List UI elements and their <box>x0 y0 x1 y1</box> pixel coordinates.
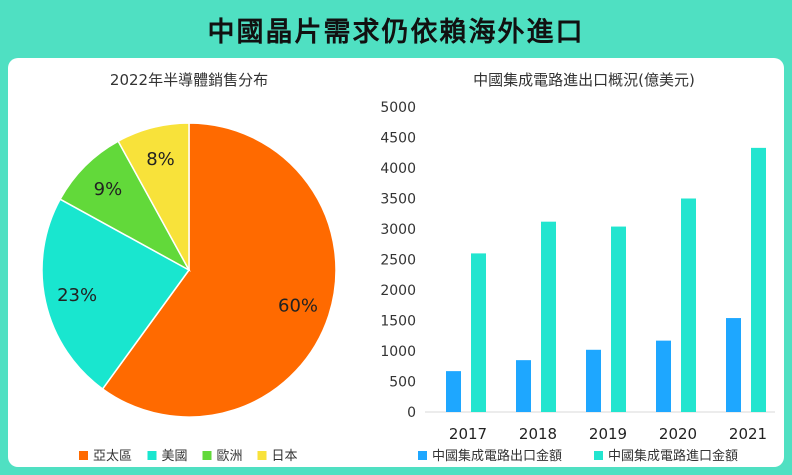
pie-slice-label: 8% <box>146 149 175 170</box>
pie-chart: 2022年半導體銷售分布 60% 23% 9% 8% 亞太區 美國 歐洲 日本 <box>41 71 337 464</box>
y-axis-ticks: 0 500 1000 1500 2000 2500 3000 3500 4000 4500 5000 <box>380 100 416 421</box>
y-tick-label: 500 <box>389 375 416 391</box>
bar-legend: 中國集成電路出口金額 中國集成電路進口金額 <box>418 448 738 464</box>
bar-legend-swatch <box>594 451 603 460</box>
y-tick-label: 2500 <box>380 253 416 269</box>
pie-legend-swatch <box>257 451 267 460</box>
x-tick-label: 2020 <box>659 425 697 443</box>
pie-legend-label: 歐洲 <box>217 449 243 464</box>
y-tick-label: 1500 <box>380 314 416 330</box>
y-tick-label: 1000 <box>380 344 416 360</box>
import-bar <box>681 198 696 412</box>
y-tick-label: 2000 <box>380 283 416 299</box>
pie-labels: 60% 23% 9% 8% <box>57 149 318 316</box>
pie-slice-3 <box>59 140 191 272</box>
export-bar <box>726 318 741 412</box>
import-bar <box>751 147 766 412</box>
page-title: 中國晶片需求仍依賴海外進口 <box>207 16 585 48</box>
x-axis-ticks: 2017 2018 2019 2020 2021 <box>449 425 767 443</box>
pie-legend-label: 日本 <box>272 449 298 464</box>
pie-legend-swatch <box>79 451 88 460</box>
y-tick-label: 3500 <box>380 192 416 208</box>
pie-slice-1 <box>101 122 337 418</box>
bars <box>446 147 766 412</box>
pie-slices <box>41 122 337 418</box>
pie-legend-label: 亞太區 <box>93 449 132 464</box>
pie-slice-label: 60% <box>278 295 318 316</box>
y-tick-label: 5000 <box>380 100 416 116</box>
pie-legend-swatch <box>202 451 212 460</box>
import-bar <box>471 253 486 412</box>
y-tick-label: 4500 <box>380 131 416 147</box>
y-tick-label: 0 <box>407 405 416 421</box>
bar-chart: 中國集成電路進出口概況(億美元) 0 500 1000 1500 2000 2500 300… <box>380 71 775 464</box>
import-bar <box>611 226 626 412</box>
bar-legend-label: 中國集成電路出口金額 <box>432 448 562 464</box>
y-tick-label: 3000 <box>380 222 416 238</box>
x-tick-label: 2017 <box>449 425 487 443</box>
bar-legend-label: 中國集成電路進口金額 <box>608 448 738 464</box>
export-bar <box>586 349 601 412</box>
export-bar <box>656 340 671 412</box>
bar-legend-swatch <box>418 451 427 460</box>
pie-slice-label: 23% <box>57 285 97 306</box>
pie-legend-swatch <box>147 451 157 460</box>
export-bar <box>516 360 531 412</box>
x-tick-label: 2019 <box>589 425 627 443</box>
pie-slice-label: 9% <box>94 179 123 200</box>
x-tick-label: 2018 <box>519 425 557 443</box>
bar-chart-title: 中國集成電路進出口概況(億美元) <box>473 71 695 89</box>
pie-legend-label: 美國 <box>162 449 188 464</box>
pie-legend: 亞太區 美國 歐洲 日本 <box>79 449 298 464</box>
x-tick-label: 2021 <box>729 425 767 443</box>
y-tick-label: 4000 <box>380 161 416 177</box>
pie-chart-title: 2022年半導體銷售分布 <box>110 71 268 89</box>
pie-slice-2 <box>41 198 191 390</box>
import-bar <box>541 221 556 412</box>
pie-slice-4 <box>117 122 190 271</box>
title-bar: 中國晶片需求仍依賴海外進口 <box>0 0 792 58</box>
export-bar <box>446 371 461 412</box>
